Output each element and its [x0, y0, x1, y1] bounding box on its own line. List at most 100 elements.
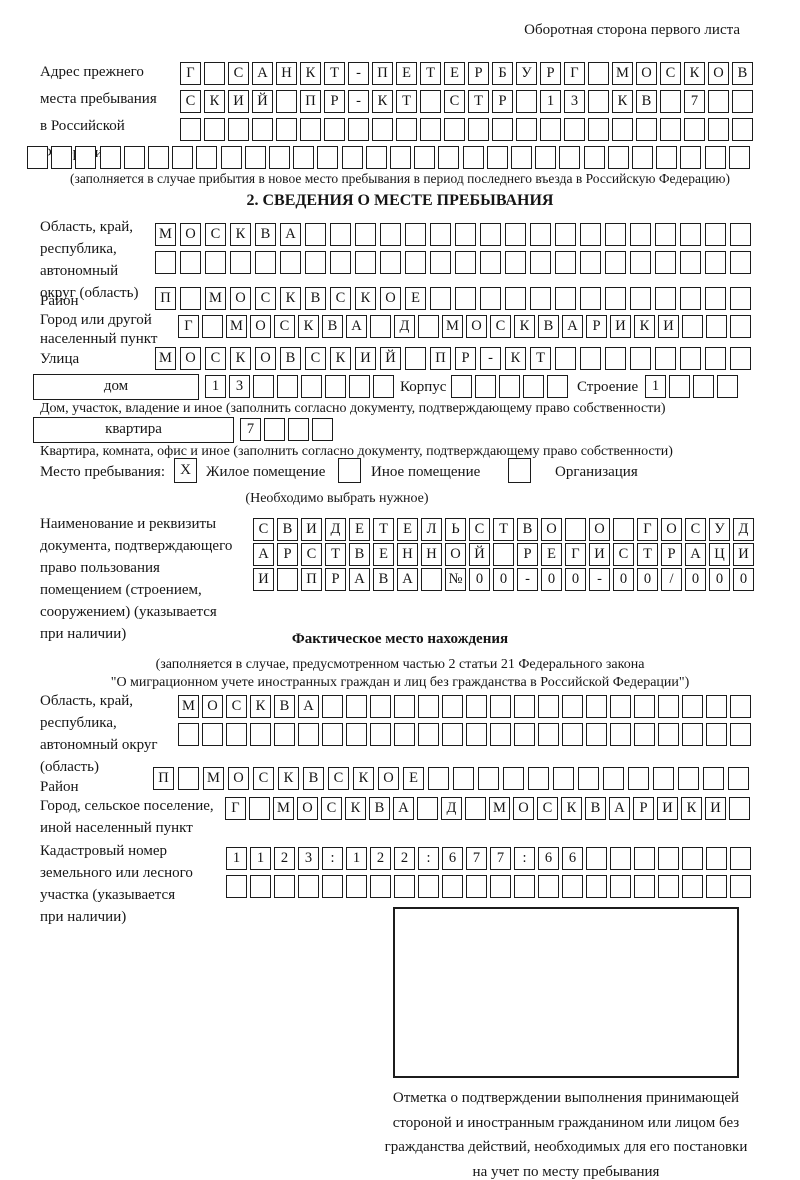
fact-district-row-cell[interactable]: О [228, 767, 249, 790]
right-doc-row-2-cell[interactable]: О [445, 543, 466, 566]
stay-city-row-cell[interactable]: М [442, 315, 463, 338]
checkbox-organization[interactable] [508, 458, 531, 483]
prev-address-row-4-cell[interactable] [123, 146, 145, 169]
fact-region-row-2-cell[interactable] [298, 723, 319, 746]
confirmation-stamp-box[interactable] [393, 907, 739, 1078]
prev-address-row-4-cell[interactable] [51, 146, 73, 169]
prev-address-row-4-cell[interactable] [704, 146, 726, 169]
cadastre-row-2-cell[interactable] [418, 875, 439, 898]
stay-city-row-cell[interactable] [706, 315, 727, 338]
prev-address-row-2-cell[interactable]: Т [468, 90, 489, 113]
korpus-row-cell[interactable] [547, 375, 568, 398]
prev-address-row-4-cell[interactable] [341, 146, 363, 169]
right-doc-row-2-cell[interactable]: Р [277, 543, 298, 566]
stay-street-row-cell[interactable] [580, 347, 601, 370]
stay-region-row-1-cell[interactable] [505, 223, 526, 246]
prev-address-row-4-cell[interactable] [486, 146, 508, 169]
fact-region-row-2-cell[interactable] [442, 723, 463, 746]
stay-district-row-cell[interactable] [605, 287, 626, 310]
prev-address-row-3-cell[interactable] [732, 118, 753, 141]
stay-region-row-1-cell[interactable] [705, 223, 726, 246]
right-doc-row-3-cell[interactable]: / [661, 568, 682, 591]
stay-region-row-2-cell[interactable] [480, 251, 501, 274]
stay-district-row-cell[interactable]: К [355, 287, 376, 310]
stay-region-row-1-cell[interactable] [730, 223, 751, 246]
fact-city-row-cell[interactable]: К [561, 797, 582, 820]
cadastre-row-2-cell[interactable] [442, 875, 463, 898]
stay-region-row-1-cell[interactable]: К [230, 223, 251, 246]
stay-city-row-cell[interactable] [418, 315, 439, 338]
right-doc-row-1-cell[interactable]: У [709, 518, 730, 541]
right-doc-row-3-cell[interactable]: И [253, 568, 274, 591]
cadastre-row-1-cell[interactable]: 1 [346, 847, 367, 870]
cadastre-row-2-cell[interactable] [466, 875, 487, 898]
fact-region-row-1-cell[interactable] [538, 695, 559, 718]
right-doc-row-1-cell[interactable]: Д [733, 518, 754, 541]
cadastre-row-2-cell[interactable] [538, 875, 559, 898]
cadastre-row-2-cell[interactable] [226, 875, 247, 898]
fact-region-row-2-cell[interactable] [514, 723, 535, 746]
prev-address-row-1-cell[interactable]: Е [444, 62, 465, 85]
stay-region-row-2-cell[interactable] [455, 251, 476, 274]
right-doc-row-3-cell[interactable]: А [349, 568, 370, 591]
right-doc-row-1-cell[interactable]: Ь [445, 518, 466, 541]
stay-street-row-cell[interactable]: Й [380, 347, 401, 370]
stay-city-row-cell[interactable]: К [298, 315, 319, 338]
prev-address-row-2-cell[interactable] [420, 90, 441, 113]
prev-address-row-4-cell[interactable] [365, 146, 387, 169]
cadastre-row-1-cell[interactable]: 2 [274, 847, 295, 870]
stay-street-row-cell[interactable]: К [230, 347, 251, 370]
prev-address-row-2-cell[interactable]: - [348, 90, 369, 113]
prev-address-row-2-cell[interactable] [588, 90, 609, 113]
right-doc-row-2-cell[interactable] [493, 543, 514, 566]
stay-region-row-1-cell[interactable]: А [280, 223, 301, 246]
prev-address-row-1-cell[interactable]: Г [564, 62, 585, 85]
stay-region-row-2-cell[interactable] [605, 251, 626, 274]
stay-district-row-cell[interactable] [630, 287, 651, 310]
stay-district-row-cell[interactable] [455, 287, 476, 310]
prev-address-row-2-cell[interactable]: К [612, 90, 633, 113]
right-doc-row-2-cell[interactable]: Ц [709, 543, 730, 566]
fact-region-row-1-cell[interactable] [418, 695, 439, 718]
stay-city-row-cell[interactable]: О [466, 315, 487, 338]
stay-street-row-cell[interactable]: И [355, 347, 376, 370]
prev-address-row-2-cell[interactable]: К [204, 90, 225, 113]
stay-district-row-cell[interactable]: К [280, 287, 301, 310]
prev-address-row-2-cell[interactable]: 3 [564, 90, 585, 113]
stay-district-row-cell[interactable]: О [230, 287, 251, 310]
right-doc-row-2-cell[interactable]: Н [421, 543, 442, 566]
stay-street-row-cell[interactable]: Р [455, 347, 476, 370]
stroenie-row-cell[interactable]: 1 [645, 375, 666, 398]
stay-region-row-1-cell[interactable]: М [155, 223, 176, 246]
stay-street-row-cell[interactable] [730, 347, 751, 370]
fact-region-row-2-cell[interactable] [394, 723, 415, 746]
cadastre-row-1-cell[interactable]: 6 [538, 847, 559, 870]
fact-region-row-1-cell[interactable] [682, 695, 703, 718]
prev-address-row-1-cell[interactable] [588, 62, 609, 85]
stay-district-row-cell[interactable] [680, 287, 701, 310]
prev-address-row-2-cell[interactable] [276, 90, 297, 113]
cadastre-row-1-cell[interactable]: 2 [370, 847, 391, 870]
right-doc-row-1-cell[interactable]: В [277, 518, 298, 541]
right-doc-row-2-cell[interactable]: Р [661, 543, 682, 566]
fact-district-row-cell[interactable]: М [203, 767, 224, 790]
right-doc-row-1-cell[interactable]: С [253, 518, 274, 541]
cadastre-row-2-cell[interactable] [562, 875, 583, 898]
right-doc-row-1-cell[interactable]: С [685, 518, 706, 541]
stay-street-row-cell[interactable]: С [205, 347, 226, 370]
prev-address-row-1-cell[interactable]: У [516, 62, 537, 85]
stay-city-row-cell[interactable]: И [658, 315, 679, 338]
prev-address-row-4-cell[interactable] [196, 146, 218, 169]
right-doc-row-3-cell[interactable]: - [589, 568, 610, 591]
prev-address-row-2-cell[interactable]: С [180, 90, 201, 113]
prev-address-row-3-cell[interactable] [708, 118, 729, 141]
stay-street-row-cell[interactable] [630, 347, 651, 370]
fact-district-row-cell[interactable]: П [153, 767, 174, 790]
prev-address-row-4-cell[interactable] [632, 146, 653, 169]
prev-address-row-3-cell[interactable] [636, 118, 657, 141]
fact-district-row-cell[interactable]: В [303, 767, 324, 790]
fact-city-row-cell[interactable]: Д [441, 797, 462, 820]
prev-address-row-3-cell[interactable] [228, 118, 249, 141]
right-doc-row-2-cell[interactable]: И [733, 543, 754, 566]
stay-region-row-2-cell[interactable] [330, 251, 351, 274]
